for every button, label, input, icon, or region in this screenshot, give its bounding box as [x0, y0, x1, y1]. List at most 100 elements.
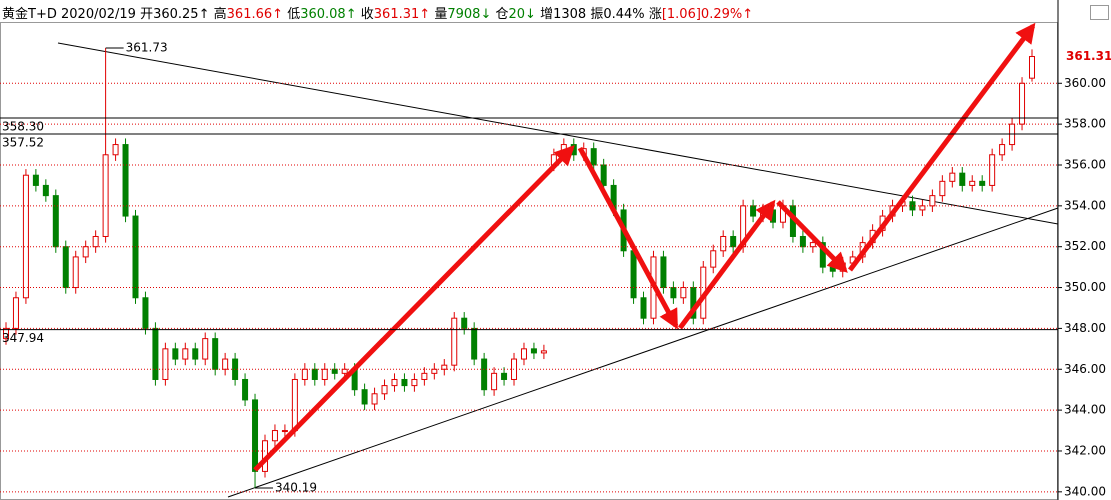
symbol: 黄金T+D [2, 7, 57, 22]
candle-body [281, 430, 288, 433]
candle-body [670, 287, 677, 299]
candle-body [271, 430, 278, 442]
candle-body [491, 372, 498, 391]
y-tick-label: 348.00 [1064, 321, 1106, 335]
candle-body [540, 350, 547, 354]
candle-body [242, 378, 249, 401]
candle-body [530, 348, 537, 354]
arrow [848, 22, 1036, 272]
y-tick-label: 346.00 [1064, 362, 1106, 376]
candle-body [451, 317, 458, 366]
candle-body [391, 378, 398, 387]
candle-body [92, 235, 99, 248]
arrow [677, 199, 776, 330]
candle-body [172, 348, 179, 360]
level-label: 358.30 [2, 120, 44, 134]
quote-value: 7908 [447, 7, 481, 22]
quote-arrow: ↑ [742, 7, 754, 22]
candle-body [919, 205, 926, 211]
candle-body [799, 235, 806, 248]
level-label: 357.52 [2, 135, 44, 149]
candle-body [142, 297, 149, 329]
y-tick-label: 358.00 [1064, 117, 1106, 131]
candle-body [202, 338, 209, 360]
quote-label: 高 [213, 7, 227, 22]
candle-body [32, 174, 39, 186]
candle-body [929, 195, 936, 207]
candle-body [630, 250, 637, 299]
quote-value: 360.08 [300, 7, 346, 22]
candle-body [361, 389, 368, 405]
candle-body [72, 256, 79, 289]
y-tick-label: 360.00 [1064, 76, 1106, 90]
candle-body [461, 317, 468, 329]
candle-body [401, 378, 408, 387]
trend-line [227, 207, 1059, 498]
quote-label: 仓 [495, 7, 509, 22]
candle-body [102, 154, 109, 237]
candle-body [829, 266, 836, 272]
candle-body [969, 180, 976, 186]
candle-body [232, 358, 239, 380]
quote-arrow: ↓ [525, 7, 536, 22]
candle-body [192, 348, 199, 360]
quote-value: 20 [508, 7, 526, 22]
high-label: 361.73 [126, 40, 168, 54]
y-tick-label: 342.00 [1064, 443, 1106, 457]
quote-label: 低 [287, 7, 301, 22]
candle-body [82, 246, 89, 258]
quote-label: 增 [540, 7, 554, 22]
quote-arrow: ↓ [480, 7, 492, 22]
candle-body [590, 148, 597, 166]
candle-body [660, 256, 667, 289]
plot-frame [0, 22, 1058, 500]
corner-box [1090, 5, 1109, 20]
candle-body [182, 348, 189, 360]
y-tick-label: 356.00 [1064, 157, 1106, 171]
candle-body [949, 172, 956, 182]
candle-body [411, 378, 418, 387]
candle-body [720, 235, 727, 252]
candle-body [62, 246, 69, 289]
candle-body [640, 297, 647, 319]
quote-label: 收 [360, 7, 374, 22]
candle-body [1019, 82, 1026, 125]
quote-arrow: ↑ [419, 7, 431, 22]
candle-body [959, 172, 966, 186]
candle-body [341, 368, 348, 374]
arrow [253, 145, 575, 472]
candle-body [52, 195, 59, 248]
arrows [253, 22, 1036, 472]
candle-body [989, 154, 996, 186]
quote-value: 0.44% [603, 7, 645, 22]
candle-body [999, 144, 1006, 156]
y-tick-label: 354.00 [1064, 198, 1106, 212]
quote-value: [1.06]0.29% [661, 7, 743, 22]
candle-body [501, 372, 508, 380]
candle-body [371, 393, 378, 405]
candle-body [222, 358, 229, 370]
candle-body [132, 215, 139, 299]
quote-value: 360.25 [153, 7, 199, 22]
candles [3, 47, 1035, 488]
candle-body [22, 174, 29, 299]
quote-value: 361.31 [373, 7, 420, 22]
y-tick-label: 340.00 [1064, 484, 1106, 498]
candle-body [511, 358, 518, 380]
candle-body [331, 368, 338, 374]
candle-body [770, 209, 777, 223]
quote-label: 开 [140, 7, 154, 22]
candle-body [1029, 56, 1035, 79]
candle-body [212, 338, 219, 370]
candle-body [730, 235, 737, 248]
last-price-label: 361.31 [1066, 49, 1111, 63]
quote-value: 1308 [553, 7, 587, 22]
y-tick-label: 352.00 [1064, 239, 1106, 253]
candle-body [809, 242, 816, 248]
candle-body [42, 184, 49, 197]
candle-body [680, 287, 687, 299]
quote-value: 361.66 [226, 7, 273, 22]
candle-body [939, 180, 946, 197]
y-tick-label: 350.00 [1064, 280, 1106, 294]
candle-body [481, 358, 488, 391]
